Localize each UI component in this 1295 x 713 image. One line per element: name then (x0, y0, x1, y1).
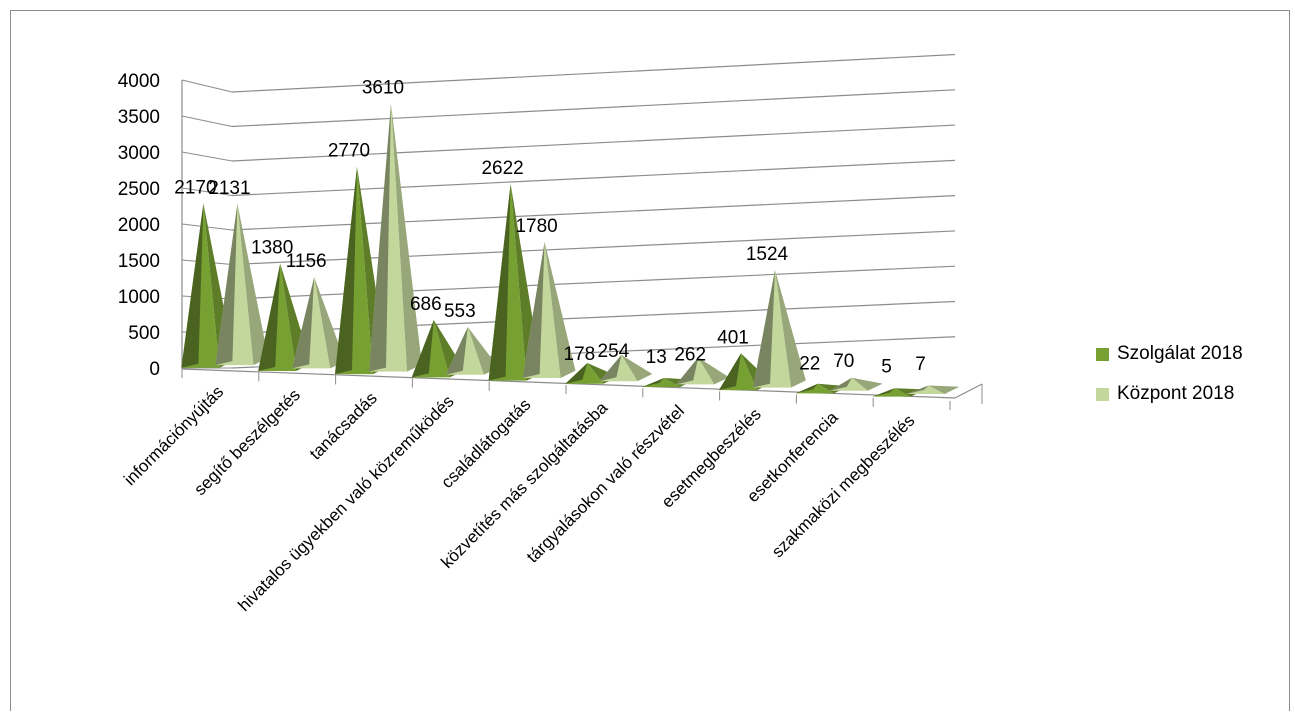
data-label-szolgalat-0: 2170 (174, 178, 216, 199)
pyramid-left-face (829, 377, 852, 391)
pyramid-left-face (522, 241, 545, 378)
pyramid-side-face (391, 103, 422, 372)
pyramid-side-face (237, 203, 269, 366)
pyramid-left-face (719, 353, 741, 391)
pyramid-side-face (544, 241, 576, 378)
y-tick-label-0: 0 (149, 359, 160, 380)
gridline-5 (231, 159, 956, 197)
data-label-szolgalat-2: 2770 (328, 141, 370, 162)
pyramid-kozpont-2 (369, 103, 422, 372)
data-label-kozpont-7: 1524 (746, 244, 789, 265)
pyramid-left-face (488, 183, 511, 381)
pyramid-left-face (599, 354, 622, 382)
pyramid-left-face (642, 378, 665, 387)
pyramid-left-face (676, 357, 699, 385)
gridline-6 (231, 124, 956, 162)
gridline-4 (231, 195, 956, 231)
data-label-szolgalat-3: 686 (410, 294, 442, 315)
y-tick-label-6: 3000 (118, 143, 160, 164)
legend: Szolgálat 2018 Központ 2018 (1096, 334, 1243, 414)
legend-label-kozpont: Központ 2018 (1117, 383, 1235, 404)
data-label-kozpont-1: 1156 (286, 251, 327, 272)
pyramid-kozpont-5 (599, 354, 653, 382)
gridline-8 (231, 53, 956, 93)
data-label-szolgalat-8: 22 (799, 353, 820, 374)
pyramid-kozpont-0 (215, 203, 269, 366)
pyramid-left-face (292, 277, 315, 369)
pyramid-kozpont-9 (906, 385, 960, 395)
y-tick-label-2: 1000 (118, 287, 160, 308)
pyramid-left-face (181, 203, 204, 368)
pyramid-side-face (621, 354, 653, 382)
pyramid-left-face (445, 326, 468, 375)
chart-frame (10, 10, 1290, 711)
data-label-szolgalat-5: 178 (564, 344, 596, 365)
pyramid-side-face (928, 385, 960, 395)
pyramid-left-face (369, 103, 391, 372)
grid-side-7 (181, 115, 233, 127)
data-label-kozpont-2: 3610 (362, 78, 404, 99)
data-label-szolgalat-9: 5 (881, 357, 892, 378)
y-tick-label-8: 4000 (118, 71, 160, 92)
data-label-kozpont-4: 1780 (515, 216, 557, 237)
pyramid-left-face (335, 166, 357, 375)
pyramid-kozpont-7 (753, 269, 806, 388)
data-label-kozpont-6: 262 (674, 344, 706, 365)
data-label-kozpont-0: 2131 (208, 178, 250, 199)
legend-item-kozpont: Központ 2018 (1096, 374, 1243, 414)
data-label-szolgalat-1: 1380 (251, 238, 293, 259)
pyramid-side-face (698, 357, 730, 385)
legend-swatch-kozpont (1096, 387, 1109, 401)
data-label-kozpont-5: 254 (598, 341, 630, 362)
legend-item-szolgalat: Szolgálat 2018 (1096, 334, 1243, 374)
pyramid-kozpont-1 (292, 277, 346, 369)
pyramid-kozpont-8 (829, 377, 883, 391)
pyramid-side-face (314, 277, 346, 369)
pyramid-front-face (642, 378, 681, 387)
legend-swatch-szolgalat (1096, 347, 1109, 361)
pyramid-left-face (565, 362, 588, 384)
legend-label-szolgalat: Szolgálat 2018 (1117, 343, 1243, 364)
y-tick-label-1: 500 (128, 323, 160, 344)
data-label-szolgalat-4: 2622 (481, 158, 523, 179)
y-tick-label-4: 2000 (118, 215, 160, 236)
pyramid-left-face (795, 383, 818, 394)
pyramid-left-face (411, 319, 434, 378)
gridline-2 (231, 265, 956, 300)
grid-side-6 (181, 151, 233, 162)
category-label-9: szakmaközi megbeszélés (768, 411, 918, 561)
pyramid-left-face (258, 263, 281, 371)
pyramid-left-face (753, 269, 775, 388)
y-tick-label-7: 3500 (118, 107, 160, 128)
pyramid-kozpont-4 (522, 241, 576, 378)
pyramid-front-face (906, 385, 945, 395)
y-tick-label-3: 1500 (118, 251, 160, 272)
pyramid-side-face (775, 269, 806, 388)
gridline-3 (231, 230, 956, 266)
pyramid-left-face (215, 203, 238, 366)
data-label-kozpont-8: 70 (833, 351, 854, 372)
pyramid-kozpont-6 (676, 357, 730, 385)
data-label-szolgalat-7: 401 (717, 327, 749, 348)
category-label-5: közvetítés más szolgáltatásba (437, 398, 611, 572)
data-label-kozpont-3: 553 (444, 301, 476, 322)
gridline-7 (231, 89, 956, 128)
pyramid-left-face (872, 388, 895, 397)
x-axis-depth (954, 383, 983, 399)
category-label-6: tárgyalásokon való részvétel (523, 401, 688, 566)
pyramid-side-face (851, 377, 883, 391)
pyramid-left-face (906, 385, 929, 395)
data-label-szolgalat-6: 13 (646, 347, 667, 368)
data-label-kozpont-9: 7 (915, 354, 926, 375)
grid-side-8 (181, 79, 233, 93)
pyramid-front-face (872, 388, 911, 397)
y-tick-label-5: 2500 (118, 179, 160, 200)
grid-side-5 (181, 187, 233, 196)
category-label-2: tanácsadás (306, 389, 381, 464)
